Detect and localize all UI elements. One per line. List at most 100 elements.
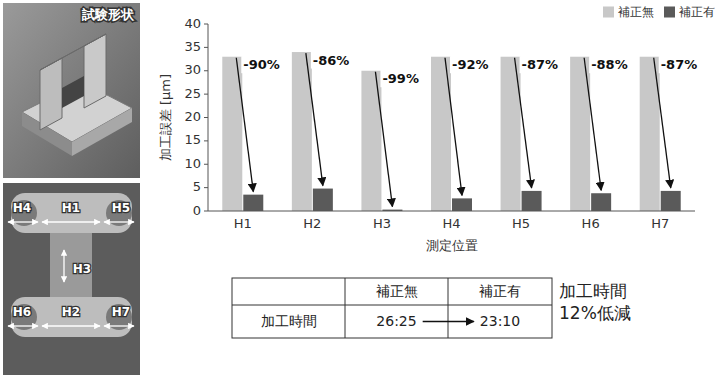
annotation-ground bbox=[450, 56, 491, 73]
legend-swatch bbox=[603, 7, 614, 18]
table-cell: 23:10 bbox=[480, 313, 520, 329]
annotation-ground bbox=[380, 70, 421, 87]
table-cell: 26:25 bbox=[376, 313, 416, 329]
y-tick-label: 0 bbox=[193, 203, 201, 218]
annotation-ground bbox=[659, 56, 700, 73]
diagram-arrow bbox=[42, 221, 100, 222]
y-tick-label: 40 bbox=[184, 16, 201, 31]
page: 試験形状H4H1H5H3H6H2H70510152025303540H1H2H3… bbox=[0, 0, 721, 378]
diagram-part bbox=[50, 233, 92, 297]
annotation: -90% bbox=[243, 57, 280, 72]
note-line: 12%低減 bbox=[559, 303, 631, 323]
annotation-ground bbox=[311, 52, 352, 69]
diagram-panel: H4H1H5H3H6H2H7 bbox=[3, 183, 140, 375]
photo-hole bbox=[62, 76, 84, 108]
annotation: -87% bbox=[661, 57, 698, 72]
y-tick-label: 35 bbox=[184, 39, 201, 54]
y-tick-label: 15 bbox=[184, 132, 201, 147]
table-rule bbox=[448, 278, 449, 338]
table-head: 補正有 bbox=[479, 283, 521, 299]
note: 加工時間12%低減 bbox=[559, 281, 631, 323]
bars bbox=[222, 52, 680, 211]
change-arrow bbox=[306, 53, 323, 186]
diagram-part bbox=[11, 297, 132, 337]
table-rule bbox=[232, 305, 552, 306]
photo-wall-top bbox=[40, 34, 106, 70]
y-tick-label: 30 bbox=[184, 62, 201, 77]
photo-wall bbox=[40, 58, 62, 130]
diagram-label: H3 bbox=[73, 262, 91, 276]
x-tick-label: H7 bbox=[651, 216, 669, 231]
legend: 補正有 補正無 bbox=[603, 5, 715, 19]
photo-label: 試験形状 bbox=[81, 7, 135, 22]
diagram-arrow bbox=[42, 325, 100, 326]
annotation-ground bbox=[520, 56, 561, 73]
x-tick-label: H3 bbox=[373, 216, 391, 231]
change-arrow bbox=[375, 72, 392, 207]
x-tick-label: H4 bbox=[442, 216, 460, 231]
diagram-arrow bbox=[104, 221, 134, 222]
chart: 0510152025303540H1H2H3H4H5H6H7測定位置加工誤差 [… bbox=[158, 16, 699, 254]
photo-ground bbox=[3, 3, 140, 178]
change-arrow bbox=[584, 58, 601, 191]
table: 補正無 補正有加工時間 26:25 23:10 bbox=[232, 278, 552, 338]
x-axis-title: 測定位置 bbox=[426, 238, 478, 253]
annotation: -87% bbox=[522, 57, 559, 72]
diagram-label: H2 bbox=[62, 305, 80, 319]
annotation: -99% bbox=[382, 71, 419, 86]
table-frame bbox=[232, 278, 552, 338]
bar bbox=[452, 198, 472, 211]
y-tick bbox=[204, 187, 208, 188]
change-arrow bbox=[445, 58, 462, 196]
diagram-arrow bbox=[8, 221, 38, 222]
note-line: 加工時間 bbox=[559, 281, 627, 301]
annotation: -86% bbox=[313, 53, 350, 68]
table-arrow bbox=[423, 321, 474, 322]
table-head: 補正無 bbox=[376, 283, 418, 299]
diagram-part bbox=[11, 193, 132, 233]
diagram-arrow bbox=[63, 250, 64, 282]
diagram-label: H1 bbox=[62, 201, 80, 215]
bar bbox=[591, 193, 611, 211]
y-tick bbox=[204, 47, 208, 48]
table-rule bbox=[345, 278, 346, 338]
diagram-arrow bbox=[8, 325, 38, 326]
diagram-ground bbox=[3, 183, 140, 375]
diagram-label: H4 bbox=[13, 201, 31, 215]
y-tick bbox=[204, 211, 208, 212]
legend-label: 補正有 bbox=[679, 5, 715, 19]
y-axis-title: 加工誤差 [μm] bbox=[158, 74, 173, 161]
legend-swatch bbox=[664, 7, 675, 18]
y-tick bbox=[204, 24, 208, 25]
change-arrow bbox=[236, 58, 253, 192]
photo-panel: 試験形状 bbox=[3, 3, 140, 178]
y-tick bbox=[204, 117, 208, 118]
bar bbox=[243, 195, 263, 211]
diagram-arrow bbox=[104, 325, 134, 326]
y-tick-label: 10 bbox=[184, 156, 201, 171]
y-tick-label: 25 bbox=[184, 86, 201, 101]
table-row-label: 加工時間 bbox=[261, 313, 317, 329]
annotation: -92% bbox=[452, 57, 489, 72]
y-tick bbox=[204, 164, 208, 165]
diagram-label: H6 bbox=[13, 305, 31, 319]
change-arrow bbox=[515, 58, 532, 188]
bar bbox=[661, 191, 681, 211]
y-tick bbox=[204, 94, 208, 95]
bar bbox=[522, 191, 542, 211]
annotations: -90% -86% -99% -92% -87% -88% -87% bbox=[236, 52, 699, 207]
annotation-ground bbox=[589, 56, 630, 73]
x-tick-label: H6 bbox=[582, 216, 600, 231]
photo-base-side bbox=[72, 108, 132, 156]
x-tick-label: H5 bbox=[512, 216, 530, 231]
y-tick bbox=[204, 140, 208, 141]
change-arrow bbox=[654, 58, 671, 188]
x-tick-label: H2 bbox=[303, 216, 321, 231]
bar bbox=[313, 189, 333, 211]
y-tick-label: 20 bbox=[184, 109, 201, 124]
x-axis bbox=[208, 211, 695, 212]
diagram-label: H7 bbox=[112, 305, 130, 319]
legend-label: 補正無 bbox=[618, 5, 654, 19]
annotation: -88% bbox=[591, 57, 628, 72]
annotation-ground bbox=[241, 56, 282, 73]
